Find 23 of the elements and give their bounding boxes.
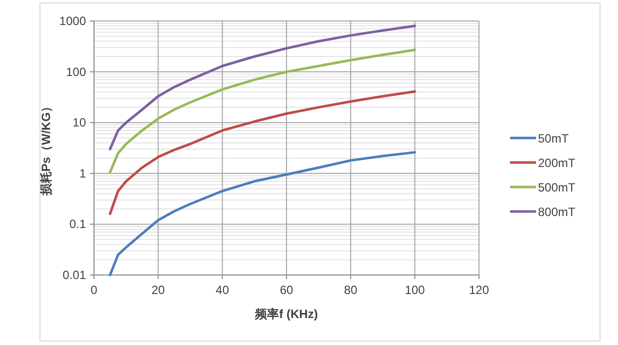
y-tick-label: 100	[66, 64, 86, 79]
x-tick-label: 80	[344, 283, 358, 297]
y-tick-label: 1	[79, 166, 86, 180]
x-tick-label: 100	[404, 283, 426, 297]
x-tick-label: 20	[151, 283, 166, 297]
x-axis-title: 频率f (KHz)	[254, 307, 318, 321]
y-tick-label: 0.1	[69, 217, 86, 232]
x-tick-label: 60	[280, 283, 294, 297]
legend-label: 800mT	[538, 205, 576, 219]
line-series	[108, 24, 416, 150]
y-tick-label: 0.01	[62, 268, 86, 282]
y-tick-label: 1000	[59, 14, 86, 28]
legend-label: 50mT	[538, 132, 570, 146]
x-tick-label: 40	[216, 283, 230, 297]
legend-label: 200mT	[538, 156, 576, 170]
y-tick-label: 10	[72, 116, 86, 130]
x-tick-label: 120	[468, 283, 490, 297]
line-series	[108, 151, 416, 276]
x-tick-label: 0	[90, 283, 98, 297]
line-series	[108, 48, 416, 174]
legend-label: 500mT	[538, 180, 576, 194]
y-axis-title: 损耗Ps（W/KG）	[39, 100, 53, 197]
line-series	[108, 90, 416, 216]
